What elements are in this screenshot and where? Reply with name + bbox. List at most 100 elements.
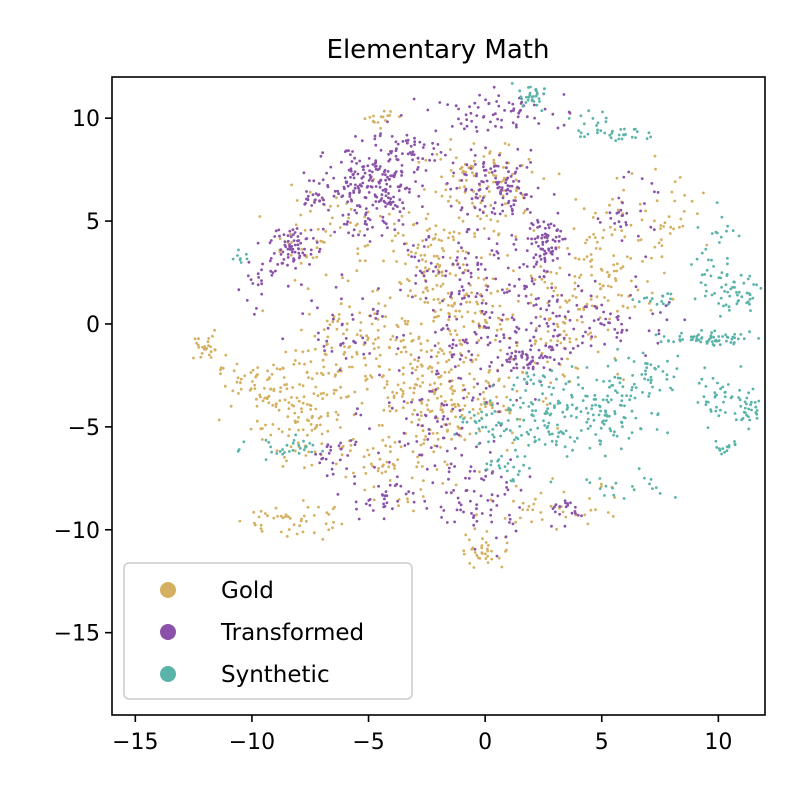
- data-point: [378, 181, 381, 185]
- data-point: [316, 306, 319, 310]
- data-point: [417, 243, 420, 247]
- data-point: [542, 92, 546, 95]
- data-point: [404, 492, 408, 496]
- data-point: [603, 342, 606, 346]
- data-point: [473, 551, 477, 554]
- data-point: [307, 450, 311, 454]
- data-point: [574, 198, 578, 201]
- data-point: [213, 348, 217, 352]
- data-point: [489, 498, 493, 502]
- data-point: [478, 208, 482, 212]
- data-point: [736, 293, 739, 297]
- data-point: [376, 121, 380, 124]
- data-point: [587, 109, 591, 113]
- data-point: [607, 400, 610, 404]
- data-point: [409, 362, 412, 366]
- data-point: [538, 356, 541, 360]
- data-point: [476, 302, 480, 306]
- data-point: [665, 318, 669, 322]
- data-point: [671, 297, 675, 301]
- data-point: [391, 390, 394, 394]
- data-point: [424, 266, 427, 270]
- data-point: [598, 247, 602, 251]
- data-point: [384, 490, 388, 493]
- data-point: [303, 466, 306, 470]
- data-point: [549, 480, 553, 484]
- data-point: [503, 492, 507, 496]
- data-point: [439, 408, 443, 411]
- data-point: [623, 404, 626, 408]
- data-point: [362, 352, 366, 356]
- data-point: [317, 338, 320, 341]
- data-point: [518, 506, 521, 509]
- data-point: [460, 426, 464, 430]
- data-point: [388, 296, 392, 300]
- data-point: [654, 486, 658, 489]
- data-point: [360, 184, 363, 188]
- data-point: [265, 396, 269, 399]
- data-point: [293, 231, 297, 234]
- data-point: [679, 217, 683, 221]
- data-point: [491, 113, 495, 117]
- data-point: [457, 501, 461, 505]
- data-point: [440, 194, 444, 198]
- data-point: [388, 185, 392, 188]
- data-point: [507, 406, 511, 410]
- data-point: [436, 396, 439, 400]
- data-point: [355, 507, 358, 511]
- data-point: [364, 502, 368, 506]
- data-point: [456, 256, 459, 259]
- data-point: [504, 408, 508, 412]
- data-point: [497, 94, 501, 97]
- data-point: [599, 485, 603, 488]
- data-point: [321, 397, 324, 401]
- data-point: [277, 427, 281, 431]
- data-point: [542, 366, 546, 369]
- data-point: [691, 338, 694, 341]
- data-point: [440, 425, 443, 428]
- data-point: [555, 440, 558, 443]
- data-point: [568, 340, 572, 344]
- data-point: [459, 377, 463, 380]
- data-point: [341, 341, 345, 345]
- data-point: [334, 462, 338, 466]
- data-point: [445, 403, 449, 407]
- data-point: [482, 169, 486, 172]
- data-point: [437, 238, 441, 242]
- data-point: [710, 293, 714, 297]
- data-point: [477, 339, 481, 342]
- data-point: [476, 354, 480, 357]
- data-point: [437, 270, 441, 274]
- data-point: [416, 156, 420, 160]
- data-point: [579, 135, 582, 139]
- data-point: [733, 332, 737, 336]
- data-point: [619, 208, 623, 212]
- data-point: [697, 381, 701, 385]
- data-point: [349, 439, 353, 442]
- data-point: [459, 503, 463, 507]
- data-point: [293, 250, 297, 254]
- data-point: [274, 405, 278, 409]
- data-point: [474, 295, 478, 298]
- data-point: [580, 315, 583, 319]
- data-point: [420, 271, 424, 275]
- data-point: [582, 122, 586, 126]
- data-point: [346, 184, 350, 188]
- data-point: [537, 97, 541, 100]
- data-point: [722, 400, 725, 404]
- data-point: [369, 314, 372, 318]
- data-point: [416, 461, 420, 464]
- data-point: [289, 235, 293, 239]
- data-point: [355, 162, 358, 165]
- data-point: [475, 114, 479, 117]
- data-point: [410, 476, 414, 480]
- data-point: [475, 513, 478, 517]
- data-point: [542, 177, 546, 181]
- data-point: [555, 322, 559, 326]
- data-point: [407, 253, 410, 257]
- data-point: [494, 112, 497, 116]
- y-tick-label: 10: [72, 107, 100, 132]
- data-point: [509, 189, 512, 193]
- data-point: [498, 323, 502, 326]
- data-point: [327, 513, 331, 516]
